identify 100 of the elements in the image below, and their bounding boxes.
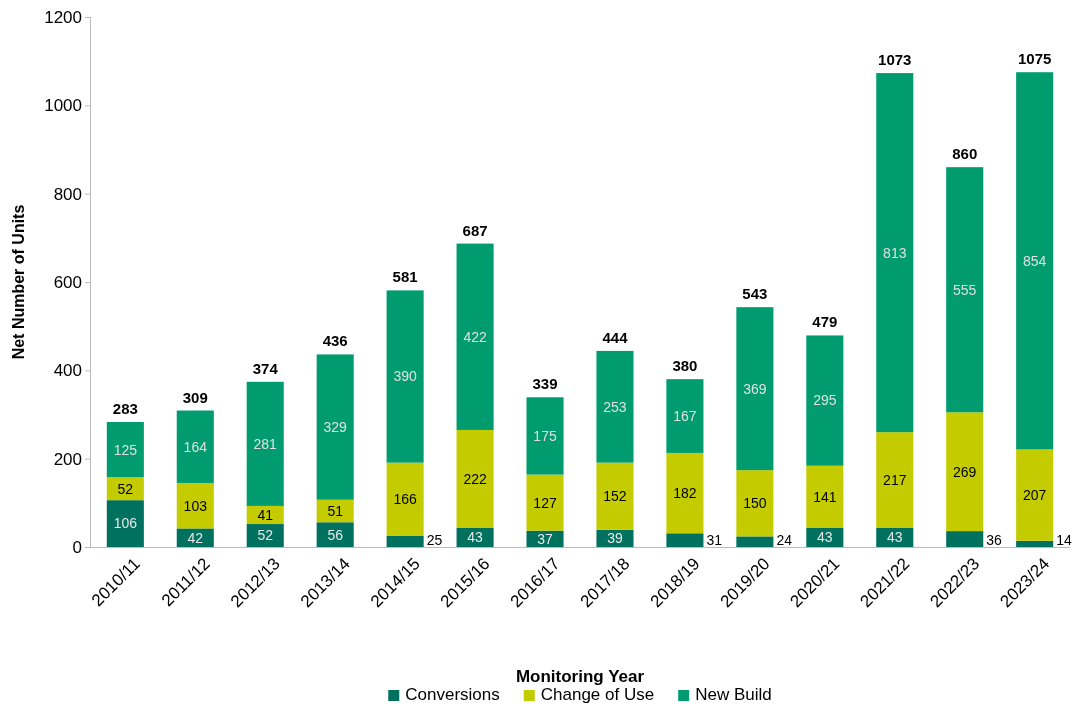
bar — [246, 524, 284, 547]
data-label: 43 — [886, 529, 903, 546]
bar — [1016, 540, 1054, 547]
total-label: 860 — [952, 145, 978, 163]
data-label: 25 — [426, 531, 443, 548]
data-label: 103 — [183, 497, 208, 514]
total-label: 339 — [532, 375, 558, 393]
data-label: 150 — [743, 495, 767, 512]
total-label: 1075 — [1017, 50, 1052, 68]
total-label: 283 — [112, 400, 138, 418]
data-label: 167 — [673, 407, 697, 424]
data-label: 14 — [1056, 531, 1072, 548]
data-label: 390 — [393, 368, 418, 385]
total-label: 444 — [602, 328, 629, 346]
total-label: 309 — [182, 388, 208, 406]
total-label: 436 — [322, 332, 348, 350]
bar — [806, 465, 844, 529]
bar — [736, 470, 774, 537]
data-label: 125 — [113, 441, 138, 458]
data-label: 56 — [327, 526, 344, 543]
bar — [246, 381, 284, 506]
data-label: 152 — [603, 488, 627, 505]
data-label: 295 — [813, 392, 837, 409]
data-label: 41 — [257, 506, 274, 523]
legend-label: New Build — [695, 685, 772, 704]
x-axis-title: Monitoring Year — [515, 667, 645, 686]
bar — [386, 535, 424, 547]
data-label: 422 — [463, 328, 487, 345]
bar — [666, 533, 704, 547]
bar — [456, 243, 494, 430]
y-tick-label: 0 — [72, 537, 82, 557]
bar — [946, 412, 984, 532]
data-label: 106 — [113, 515, 138, 532]
bar — [666, 379, 704, 453]
data-label: 222 — [463, 470, 487, 487]
data-label: 52 — [257, 527, 274, 544]
bar — [806, 335, 844, 466]
data-label: 164 — [183, 438, 208, 455]
total-label: 380 — [672, 357, 698, 375]
data-label: 854 — [1023, 252, 1047, 269]
data-label: 166 — [393, 491, 418, 508]
legend-label: Conversions — [405, 685, 500, 704]
total-label: 543 — [742, 285, 768, 303]
legend-label: Change of Use — [540, 685, 655, 704]
y-tick-label: 800 — [53, 184, 82, 204]
bar — [596, 462, 634, 530]
data-label: 127 — [533, 494, 557, 511]
data-label: 253 — [603, 398, 627, 415]
data-label: 39 — [607, 530, 623, 547]
data-label: 813 — [883, 244, 907, 261]
bar — [596, 350, 634, 463]
data-label: 207 — [1023, 487, 1047, 503]
bar — [876, 73, 914, 433]
data-label: 24 — [776, 531, 793, 548]
bar — [106, 500, 144, 547]
bar — [946, 531, 984, 547]
bar — [1016, 449, 1054, 541]
data-label: 217 — [883, 471, 907, 488]
data-label: 43 — [467, 529, 484, 546]
y-axis-title: Net Number of Units — [10, 204, 27, 360]
bar — [316, 522, 354, 547]
y-tick-label: 1000 — [44, 96, 82, 116]
bar — [386, 290, 424, 463]
bar — [946, 167, 984, 413]
data-label: 31 — [706, 531, 723, 548]
bar — [1016, 72, 1054, 450]
bar — [176, 528, 214, 547]
data-label: 555 — [953, 281, 977, 298]
bar — [876, 432, 914, 529]
data-label: 175 — [533, 427, 557, 444]
total-label: 479 — [812, 313, 838, 331]
data-label: 182 — [673, 485, 697, 502]
bar — [106, 422, 144, 478]
total-label: 581 — [392, 268, 418, 286]
bar — [456, 429, 494, 529]
data-label: 329 — [323, 418, 348, 435]
data-label: 43 — [817, 529, 833, 546]
bar — [386, 462, 424, 536]
data-label: 36 — [986, 531, 1003, 548]
y-tick-label: 1200 — [44, 7, 82, 27]
total-label: 1073 — [878, 51, 912, 69]
data-label: 369 — [743, 380, 767, 397]
bar — [736, 307, 774, 471]
total-label: 687 — [462, 221, 488, 239]
bar — [526, 397, 564, 475]
data-label: 42 — [187, 529, 204, 546]
data-label: 37 — [537, 530, 554, 547]
data-label: 269 — [953, 463, 977, 480]
bar — [526, 474, 564, 531]
y-tick-label: 600 — [53, 272, 82, 292]
data-label: 281 — [253, 435, 278, 452]
y-tick-label: 200 — [53, 449, 82, 469]
data-label: 141 — [813, 488, 837, 505]
data-label: 51 — [327, 502, 344, 519]
bar — [316, 354, 354, 500]
y-tick-label: 400 — [53, 361, 82, 381]
data-label: 52 — [117, 480, 134, 497]
bar — [176, 410, 214, 483]
bar — [106, 477, 144, 501]
bar — [176, 482, 214, 529]
